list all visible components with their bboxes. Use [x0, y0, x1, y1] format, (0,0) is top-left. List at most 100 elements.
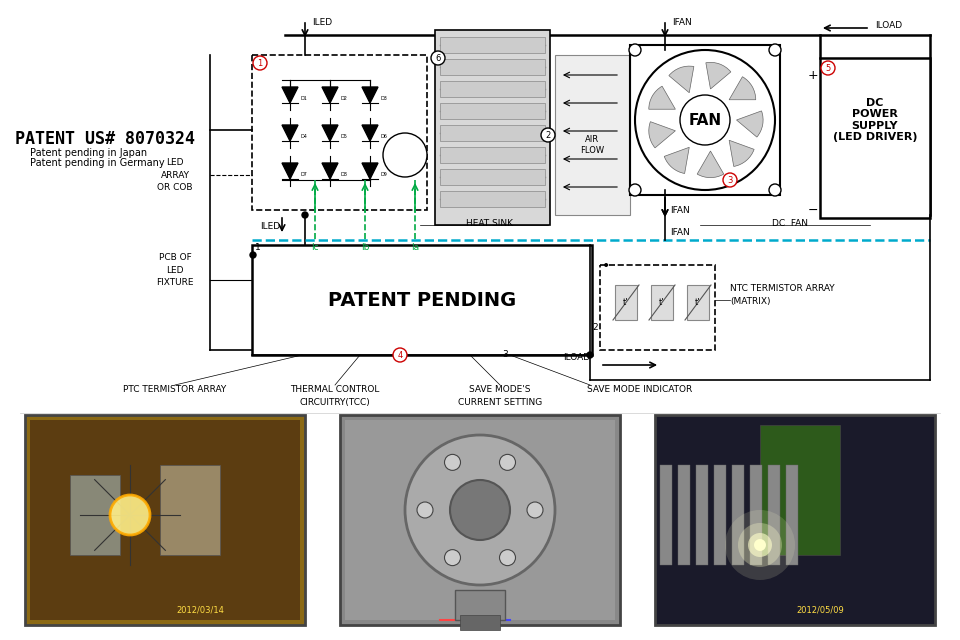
- Bar: [440, 59, 545, 75]
- Wedge shape: [664, 147, 689, 173]
- Wedge shape: [697, 151, 724, 178]
- Bar: [435, 30, 550, 225]
- Bar: [252, 55, 427, 210]
- Wedge shape: [706, 62, 731, 89]
- Text: 6: 6: [435, 54, 441, 63]
- Bar: [660, 420, 930, 620]
- Text: Ia: Ia: [411, 243, 420, 252]
- Text: +: +: [807, 68, 818, 81]
- Circle shape: [748, 533, 772, 557]
- Text: •: •: [602, 259, 611, 273]
- Wedge shape: [649, 86, 676, 109]
- Bar: [70, 475, 120, 555]
- Bar: [660, 465, 672, 565]
- Bar: [768, 465, 780, 565]
- Circle shape: [499, 454, 516, 470]
- Bar: [786, 465, 798, 565]
- Text: 2: 2: [592, 323, 598, 332]
- Bar: [820, 58, 930, 218]
- Bar: [555, 55, 630, 215]
- Circle shape: [769, 184, 781, 196]
- Circle shape: [383, 133, 427, 177]
- Bar: [615, 285, 637, 320]
- Circle shape: [417, 502, 433, 518]
- Bar: [30, 420, 300, 620]
- Bar: [651, 285, 673, 320]
- Text: t': t': [695, 298, 701, 307]
- Circle shape: [250, 252, 256, 258]
- Circle shape: [629, 44, 641, 56]
- Bar: [455, 590, 505, 620]
- Polygon shape: [282, 125, 298, 141]
- Text: PATENT PENDING: PATENT PENDING: [328, 291, 516, 310]
- Bar: [160, 465, 220, 555]
- Circle shape: [444, 454, 461, 470]
- Text: 2: 2: [545, 131, 551, 140]
- Bar: [600, 265, 715, 350]
- Bar: [340, 415, 620, 625]
- Bar: [678, 465, 690, 565]
- Circle shape: [754, 539, 766, 551]
- Text: SAVE MODE'S
CURRENT SETTING: SAVE MODE'S CURRENT SETTING: [458, 385, 542, 406]
- Bar: [345, 420, 615, 620]
- Text: 2012/03/14: 2012/03/14: [176, 605, 224, 614]
- Text: FAN: FAN: [688, 113, 722, 127]
- Circle shape: [499, 550, 516, 566]
- Circle shape: [541, 128, 555, 142]
- Text: PATENT US# 8070324: PATENT US# 8070324: [15, 130, 195, 148]
- Polygon shape: [322, 87, 338, 103]
- Text: Ic: Ic: [311, 243, 319, 252]
- Text: D3: D3: [380, 96, 387, 101]
- Bar: [440, 169, 545, 185]
- Text: Ib: Ib: [361, 243, 370, 252]
- Text: 4: 4: [397, 351, 402, 360]
- Circle shape: [393, 348, 407, 362]
- Polygon shape: [282, 87, 298, 103]
- Text: 2012/05/09: 2012/05/09: [796, 605, 844, 614]
- Circle shape: [821, 61, 835, 75]
- Text: THERMAL CONTROL
CIRCUITRY(TCC): THERMAL CONTROL CIRCUITRY(TCC): [290, 385, 380, 406]
- Polygon shape: [362, 163, 378, 179]
- Text: t': t': [660, 298, 664, 307]
- Bar: [760, 425, 840, 555]
- Bar: [252, 245, 592, 355]
- Polygon shape: [322, 163, 338, 179]
- Polygon shape: [282, 163, 298, 179]
- Wedge shape: [669, 66, 694, 93]
- Text: ILED: ILED: [312, 17, 332, 26]
- Text: D9: D9: [380, 172, 387, 177]
- Circle shape: [302, 212, 308, 218]
- Wedge shape: [730, 140, 755, 166]
- Circle shape: [527, 502, 543, 518]
- Circle shape: [725, 510, 795, 580]
- Text: D4: D4: [300, 134, 307, 139]
- Circle shape: [635, 50, 775, 190]
- Text: ILED: ILED: [260, 221, 280, 230]
- Text: DC  FAN: DC FAN: [772, 219, 808, 228]
- Polygon shape: [362, 125, 378, 141]
- Text: IFAN: IFAN: [670, 205, 689, 214]
- Text: Patent pending in Japan: Patent pending in Japan: [30, 148, 147, 158]
- Bar: [460, 615, 500, 630]
- Text: LED
ARRAY
OR COB: LED ARRAY OR COB: [157, 158, 193, 192]
- Bar: [732, 465, 744, 565]
- Circle shape: [405, 435, 555, 585]
- Text: 1: 1: [255, 243, 261, 252]
- Circle shape: [629, 184, 641, 196]
- Text: D1: D1: [300, 96, 307, 101]
- Bar: [25, 415, 305, 625]
- Text: 3: 3: [502, 350, 508, 359]
- Text: −: −: [807, 204, 818, 216]
- Circle shape: [253, 56, 267, 70]
- Text: PCB OF
LED
FIXTURE: PCB OF LED FIXTURE: [156, 253, 194, 287]
- Circle shape: [450, 480, 510, 540]
- Text: HEAT SINK: HEAT SINK: [467, 219, 514, 228]
- Bar: [655, 415, 935, 625]
- Circle shape: [680, 95, 730, 145]
- Text: D7: D7: [300, 172, 307, 177]
- Text: IFAN: IFAN: [672, 17, 692, 26]
- Text: 1: 1: [257, 58, 263, 67]
- Polygon shape: [362, 87, 378, 103]
- Text: D6: D6: [380, 134, 387, 139]
- Bar: [440, 37, 545, 53]
